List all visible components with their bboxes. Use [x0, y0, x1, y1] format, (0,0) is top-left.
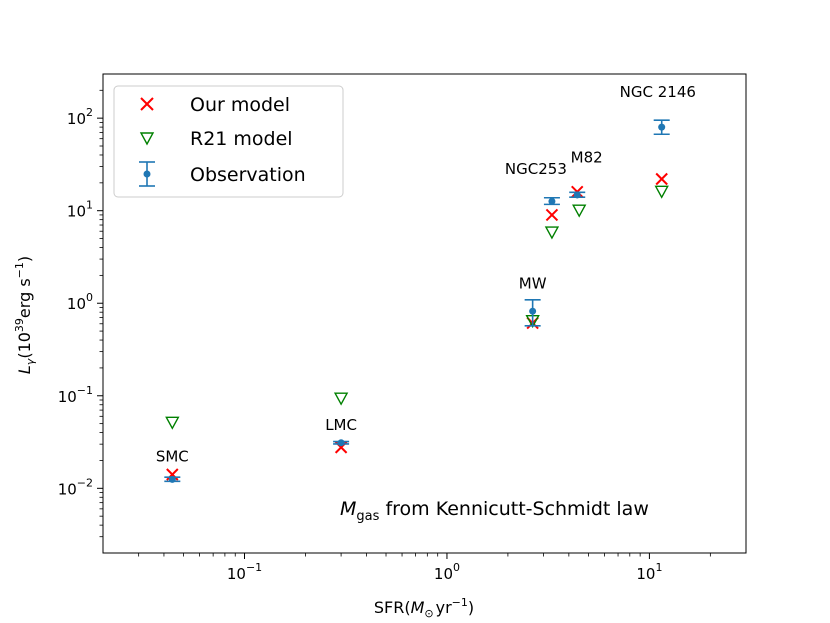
point-r21-model-3 [544, 226, 560, 240]
point-r21-model-4 [572, 204, 587, 218]
y-axis-label: Lγ(1039erg s−1) [13, 256, 37, 374]
legend-box [113, 85, 344, 198]
point-observation-4 [569, 191, 586, 199]
legend-marker-our-model [140, 97, 154, 111]
legend: Our model R21 model Observation [113, 85, 344, 198]
x-tick-label-0: 10−1 [227, 561, 262, 583]
annotation-ngc-2146: NGC 2146 [620, 83, 696, 101]
y-tick-label-4: 102 [67, 106, 93, 128]
legend-marker-observation [139, 161, 155, 187]
point-observation-1 [333, 439, 350, 447]
point-r21-model-0 [165, 416, 180, 430]
gas-note: Mgas from Kennicutt-Schmidt law [340, 498, 649, 524]
x-tick-label-2: 101 [636, 561, 662, 583]
point-r21-model-1 [333, 392, 349, 406]
point-our-model-0 [166, 468, 179, 481]
legend-label-r21-model: R21 model [190, 128, 293, 150]
x-axis-label: SFR(M⊙ yr−1) [374, 596, 474, 620]
point-r21-model-5 [654, 185, 669, 199]
point-observation-5 [653, 119, 670, 136]
annotation-lmc: LMC [325, 416, 357, 434]
point-our-model-5 [655, 172, 668, 186]
point-observation-0 [164, 475, 181, 483]
point-observation-3 [543, 196, 560, 206]
annotation-mw: MW [519, 274, 547, 292]
point-observation-2 [524, 298, 541, 327]
annotation-smc: SMC [156, 447, 189, 465]
x-tick-label-1: 100 [434, 561, 460, 583]
annotation-ngc253: NGC253 [505, 160, 567, 178]
y-tick-label-2: 100 [67, 291, 93, 313]
axes-frame [102, 73, 747, 554]
legend-label-observation: Observation [190, 164, 306, 186]
legend-label-our-model: Our model [190, 94, 290, 116]
point-our-model-3 [545, 208, 559, 222]
annotation-m82: M82 [571, 149, 603, 167]
y-tick-label-1: 10−1 [58, 384, 93, 406]
legend-marker-r21-model [139, 132, 155, 146]
y-tick-label-0: 10−2 [58, 476, 93, 498]
y-tick-label-3: 101 [67, 199, 93, 221]
